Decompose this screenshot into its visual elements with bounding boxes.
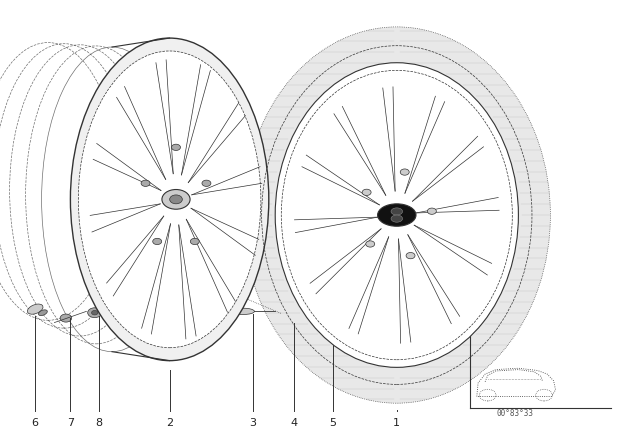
Text: 8: 8 bbox=[95, 418, 103, 427]
Circle shape bbox=[281, 309, 286, 313]
Ellipse shape bbox=[280, 310, 302, 321]
Ellipse shape bbox=[70, 38, 269, 361]
Circle shape bbox=[289, 320, 294, 324]
Circle shape bbox=[289, 308, 294, 311]
Circle shape bbox=[276, 316, 282, 319]
Circle shape bbox=[292, 308, 298, 312]
Circle shape bbox=[190, 238, 199, 245]
Circle shape bbox=[170, 195, 182, 204]
Circle shape bbox=[301, 314, 307, 318]
Circle shape bbox=[301, 316, 306, 319]
Circle shape bbox=[281, 319, 286, 323]
Ellipse shape bbox=[38, 310, 47, 315]
Circle shape bbox=[299, 310, 304, 314]
Circle shape bbox=[153, 238, 162, 245]
Ellipse shape bbox=[391, 215, 403, 222]
Ellipse shape bbox=[378, 204, 416, 226]
Text: 6: 6 bbox=[32, 418, 38, 427]
Text: 5: 5 bbox=[330, 418, 336, 427]
Text: 4: 4 bbox=[291, 418, 298, 427]
Ellipse shape bbox=[317, 314, 342, 327]
Circle shape bbox=[365, 241, 374, 247]
Circle shape bbox=[141, 180, 150, 186]
Text: 3: 3 bbox=[250, 418, 256, 427]
Circle shape bbox=[299, 318, 304, 321]
Ellipse shape bbox=[243, 27, 550, 403]
Circle shape bbox=[88, 308, 102, 318]
Circle shape bbox=[428, 208, 436, 214]
Circle shape bbox=[162, 190, 190, 209]
Ellipse shape bbox=[78, 51, 261, 348]
Ellipse shape bbox=[391, 208, 403, 215]
Circle shape bbox=[400, 169, 409, 175]
Circle shape bbox=[406, 253, 415, 259]
Circle shape bbox=[296, 309, 301, 313]
Circle shape bbox=[285, 320, 290, 323]
Circle shape bbox=[301, 312, 306, 316]
Circle shape bbox=[296, 319, 301, 323]
Text: 2: 2 bbox=[166, 418, 173, 427]
Ellipse shape bbox=[282, 70, 513, 360]
Ellipse shape bbox=[28, 304, 43, 314]
Circle shape bbox=[292, 320, 298, 323]
Circle shape bbox=[362, 189, 371, 195]
Circle shape bbox=[60, 314, 72, 322]
Circle shape bbox=[172, 144, 180, 151]
Text: 7: 7 bbox=[67, 418, 74, 427]
Ellipse shape bbox=[232, 308, 254, 314]
Circle shape bbox=[92, 310, 98, 315]
Ellipse shape bbox=[287, 314, 296, 318]
Circle shape bbox=[278, 318, 284, 321]
Ellipse shape bbox=[324, 318, 335, 323]
Circle shape bbox=[276, 312, 282, 316]
Circle shape bbox=[278, 310, 284, 314]
Circle shape bbox=[285, 308, 290, 312]
Circle shape bbox=[276, 314, 281, 318]
Ellipse shape bbox=[275, 63, 518, 367]
Text: 1: 1 bbox=[394, 418, 400, 427]
Text: 00°83°33: 00°83°33 bbox=[497, 409, 534, 418]
Circle shape bbox=[202, 180, 211, 186]
